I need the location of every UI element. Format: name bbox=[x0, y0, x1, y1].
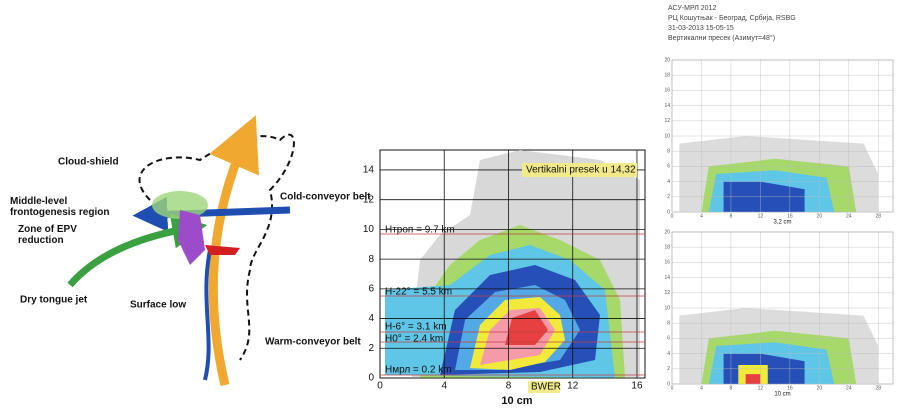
x-tick-label: 20 bbox=[817, 385, 823, 391]
y-tick-label: 14 bbox=[363, 165, 375, 176]
header-line: АСУ-МРЛ 2012 bbox=[668, 5, 716, 12]
y-tick-label: 6 bbox=[667, 164, 670, 170]
epv-zone bbox=[178, 210, 205, 265]
x-tick-label: 16 bbox=[787, 213, 793, 219]
y-tick-label: 12 bbox=[664, 118, 670, 124]
x-tick-label: 12 bbox=[567, 381, 579, 392]
diagram-label: Dry tongue jet bbox=[20, 295, 88, 306]
x-tick-label: 24 bbox=[846, 213, 852, 219]
radar-section: 0 4 8 12 16 0 2 4 6 8 10 12 14 Vertikalni presek u 1… bbox=[363, 150, 645, 407]
x-tick-label: 12 bbox=[758, 213, 764, 219]
y-tick-label: 20 bbox=[664, 229, 670, 235]
y-tick-label: 16 bbox=[664, 260, 670, 266]
diagram-label: Warm-conveyor belt bbox=[265, 337, 361, 348]
x-tick-label: 24 bbox=[846, 385, 852, 391]
x-tick-label: 4 bbox=[441, 381, 447, 392]
y-tick-label: 18 bbox=[664, 73, 670, 79]
x-axis-label: 10 cm bbox=[774, 392, 790, 398]
x-tick-label: 0 bbox=[671, 385, 674, 391]
bwer-label: BWER bbox=[531, 382, 561, 393]
y-tick-label: 14 bbox=[664, 103, 670, 109]
header-line: РЦ Кошутњак - Београд, Србија, RSBG bbox=[668, 14, 796, 22]
level-label: Hмрл = 0.2 km bbox=[385, 365, 452, 376]
y-tick-label: 4 bbox=[667, 179, 670, 185]
y-tick-label: 2 bbox=[368, 343, 374, 354]
x-tick-label: 28 bbox=[875, 385, 881, 391]
x-axis-label: 3,2 cm bbox=[773, 220, 791, 226]
x-tick-label: 20 bbox=[817, 213, 823, 219]
y-tick-label: 8 bbox=[368, 254, 374, 265]
y-tick-label: 2 bbox=[667, 366, 670, 372]
y-tick-label: 10 bbox=[664, 133, 670, 139]
warm-conveyor-arrow bbox=[213, 140, 245, 385]
y-tick-label: 10 bbox=[363, 224, 375, 235]
y-tick-label: 6 bbox=[368, 283, 374, 294]
y-tick-label: 0 bbox=[368, 373, 374, 384]
y-tick-label: 16 bbox=[664, 88, 670, 94]
level-label: H-22° = 5.5 km bbox=[385, 287, 452, 298]
annotation: Vertikalni presek u 14,32 bbox=[526, 165, 636, 176]
y-tick-label: 12 bbox=[664, 290, 670, 296]
x-tick-label: 4 bbox=[700, 213, 703, 219]
x-tick-label: 8 bbox=[730, 385, 733, 391]
y-tick-label: 20 bbox=[664, 57, 670, 63]
rhi-panels: АСУ-МРЛ 2012 РЦ Кошутњак - Београд, Срби… bbox=[664, 5, 893, 398]
diagram-label: Cold-conveyor belt bbox=[280, 192, 371, 203]
surface-front bbox=[205, 250, 210, 380]
x-tick-label: 16 bbox=[787, 385, 793, 391]
header-line: Вертикални пресек (Азимут=48°) bbox=[668, 34, 775, 42]
level-label: H0° = 2.4 km bbox=[385, 334, 443, 345]
header-line: 31-03-2013 15-05-15 bbox=[668, 25, 734, 32]
x-axis-label: 10 cm bbox=[501, 395, 532, 407]
echo-red bbox=[746, 374, 761, 384]
y-tick-label: 8 bbox=[667, 149, 670, 155]
y-tick-label: 14 bbox=[664, 275, 670, 281]
x-tick-label: 8 bbox=[506, 381, 512, 392]
x-tick-label: 4 bbox=[700, 385, 703, 391]
y-tick-label: 12 bbox=[363, 194, 375, 205]
diagram-label: Surface low bbox=[130, 300, 186, 311]
level-label: Hтроп = 9.7 km bbox=[385, 225, 455, 236]
y-tick-label: 4 bbox=[667, 351, 670, 357]
x-tick-label: 12 bbox=[758, 385, 764, 391]
y-tick-label: 10 bbox=[664, 305, 670, 311]
level-label: H-6° = 3.1 km bbox=[385, 322, 447, 333]
figure: Cloud-shield Middle-levelfrontogenesis r… bbox=[0, 0, 907, 409]
y-tick-label: 4 bbox=[368, 313, 374, 324]
x-tick-label: 0 bbox=[377, 381, 383, 392]
x-tick-label: 16 bbox=[631, 381, 643, 392]
y-tick-label: 8 bbox=[667, 321, 670, 327]
y-tick-label: 6 bbox=[667, 336, 670, 342]
y-tick-label: 2 bbox=[667, 194, 670, 200]
x-tick-label: 8 bbox=[730, 213, 733, 219]
x-tick-label: 28 bbox=[875, 213, 881, 219]
y-tick-label: 18 bbox=[664, 245, 670, 251]
warm-front bbox=[205, 245, 240, 255]
x-tick-label: 0 bbox=[671, 213, 674, 219]
dry-tongue-arrow bbox=[70, 228, 190, 285]
diagram-label: Cloud-shield bbox=[58, 157, 119, 168]
